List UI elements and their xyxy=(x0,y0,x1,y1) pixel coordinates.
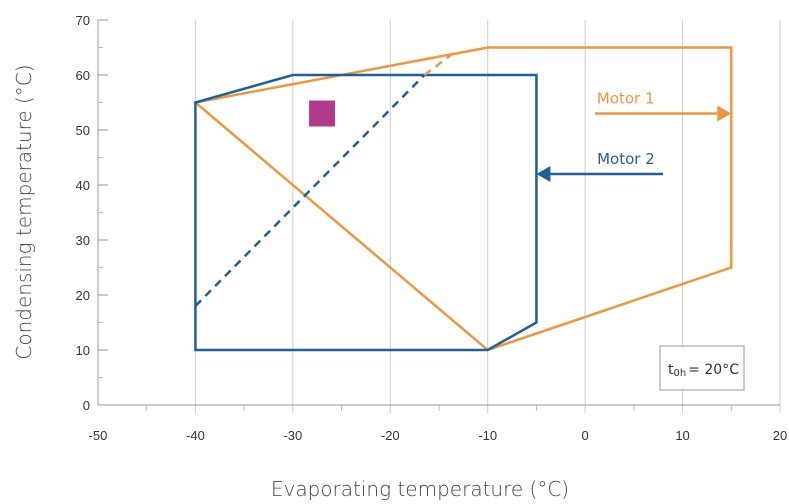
note-symbol: t xyxy=(668,362,674,378)
series-labels: Motor 1 Motor 2 xyxy=(536,90,732,182)
series-polygons xyxy=(192,46,733,352)
y-tick-labels: 0 10 20 30 40 50 60 70 xyxy=(76,13,90,413)
markers xyxy=(309,100,336,127)
x-tick-label: 0 xyxy=(582,428,589,443)
y-tick-label: 20 xyxy=(76,288,90,303)
label-arrow-head xyxy=(536,166,551,182)
series-outline-motor-1 xyxy=(192,46,733,352)
x-tick-label: -20 xyxy=(381,428,400,443)
y-axis-title: Condensing temperature (°C) xyxy=(12,64,36,359)
series-label-2: Motor 2 xyxy=(597,150,655,168)
x-axis-title: Evaporating temperature (°C) xyxy=(271,477,569,501)
x-tick-labels: -50 -40 -30 -20 -10 0 10 20 xyxy=(89,428,788,443)
note-subscript: 0h xyxy=(674,368,687,379)
x-tick-label: -30 xyxy=(283,428,302,443)
y-tick-label: 70 xyxy=(76,13,90,28)
label-arrow-head xyxy=(717,105,732,122)
x-tick-label: -40 xyxy=(186,428,205,443)
dashed-lines xyxy=(194,52,455,307)
series-outline-motor-2 xyxy=(194,73,538,352)
note-value: = 20°C xyxy=(688,362,739,378)
dashed-line xyxy=(423,52,455,76)
dashed-line xyxy=(194,74,426,307)
x-tick-label: -10 xyxy=(478,428,497,443)
x-tick-label: -50 xyxy=(89,428,108,443)
y-tick-label: 0 xyxy=(83,398,90,413)
note-box-frame xyxy=(659,345,745,391)
temperature-note-box: t0h = 20°C xyxy=(659,345,745,391)
y-tick-label: 50 xyxy=(76,123,90,138)
x-tick-label: 20 xyxy=(773,428,787,443)
y-tick-label: 30 xyxy=(76,233,90,248)
axes xyxy=(97,19,780,406)
x-tick-label: 10 xyxy=(675,428,689,443)
y-tick-label: 40 xyxy=(76,178,90,193)
y-tick-label: 60 xyxy=(76,68,90,83)
grid xyxy=(146,20,781,413)
note-text: t0h = 20°C xyxy=(668,362,739,379)
y-tick-label: 10 xyxy=(76,343,90,358)
operating-point-marker xyxy=(309,100,336,127)
series-label-1: Motor 1 xyxy=(597,90,655,108)
